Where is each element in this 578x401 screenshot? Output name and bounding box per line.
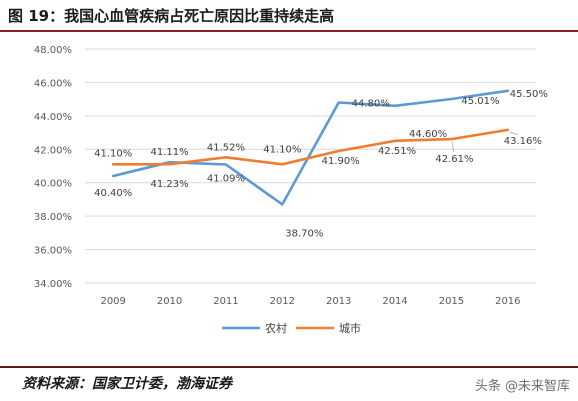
data-label: 43.16% — [504, 136, 542, 147]
data-label: 41.23% — [150, 179, 188, 190]
data-label: 41.11% — [150, 147, 188, 158]
x-tick-label: 2014 — [382, 296, 407, 307]
data-label: 45.01% — [461, 96, 499, 107]
data-label: 41.90% — [322, 156, 360, 167]
data-label: 44.80% — [352, 98, 390, 109]
data-label: 38.70% — [285, 228, 323, 239]
x-tick-label: 2011 — [213, 296, 238, 307]
x-tick-label: 2010 — [157, 296, 182, 307]
x-tick-label: 2012 — [270, 296, 295, 307]
x-tick-label: 2016 — [495, 296, 520, 307]
data-label: 44.60% — [409, 129, 447, 140]
legend-label: 农村 — [265, 321, 287, 335]
source-note: 资料来源：国家卫计委，渤海证券 — [22, 376, 232, 392]
x-tick-label: 2013 — [326, 296, 351, 307]
x-tick-label: 2009 — [100, 296, 125, 307]
data-label: 42.61% — [435, 154, 473, 165]
data-label: 41.10% — [263, 144, 301, 155]
legend-label: 城市 — [339, 321, 361, 335]
data-label: 42.51% — [378, 146, 416, 157]
title-divider — [0, 30, 578, 32]
data-label: 41.52% — [207, 142, 245, 153]
x-tick-label: 2015 — [439, 296, 464, 307]
footer-divider — [0, 366, 578, 368]
data-label: 45.50% — [510, 89, 548, 100]
data-label: 41.09% — [207, 173, 245, 184]
y-tick-label: 42.00% — [34, 145, 72, 156]
label-leader-line — [452, 142, 454, 153]
y-tick-label: 34.00% — [34, 279, 72, 290]
series-line-urban — [111, 128, 510, 166]
chart-title: 图 19：我国心血管疾病占死亡原因比重持续走高 — [8, 7, 335, 25]
data-label: 41.10% — [94, 148, 132, 159]
y-tick-label: 44.00% — [34, 112, 72, 123]
label-leader-line — [509, 131, 518, 136]
y-tick-label: 40.00% — [34, 179, 72, 190]
y-tick-label: 46.00% — [34, 78, 72, 89]
y-tick-label: 48.00% — [34, 45, 72, 56]
data-label: 40.40% — [94, 188, 132, 199]
y-tick-label: 36.00% — [34, 246, 72, 257]
watermark: 头条 @未来智库 — [474, 379, 570, 394]
y-tick-label: 38.00% — [34, 212, 72, 223]
